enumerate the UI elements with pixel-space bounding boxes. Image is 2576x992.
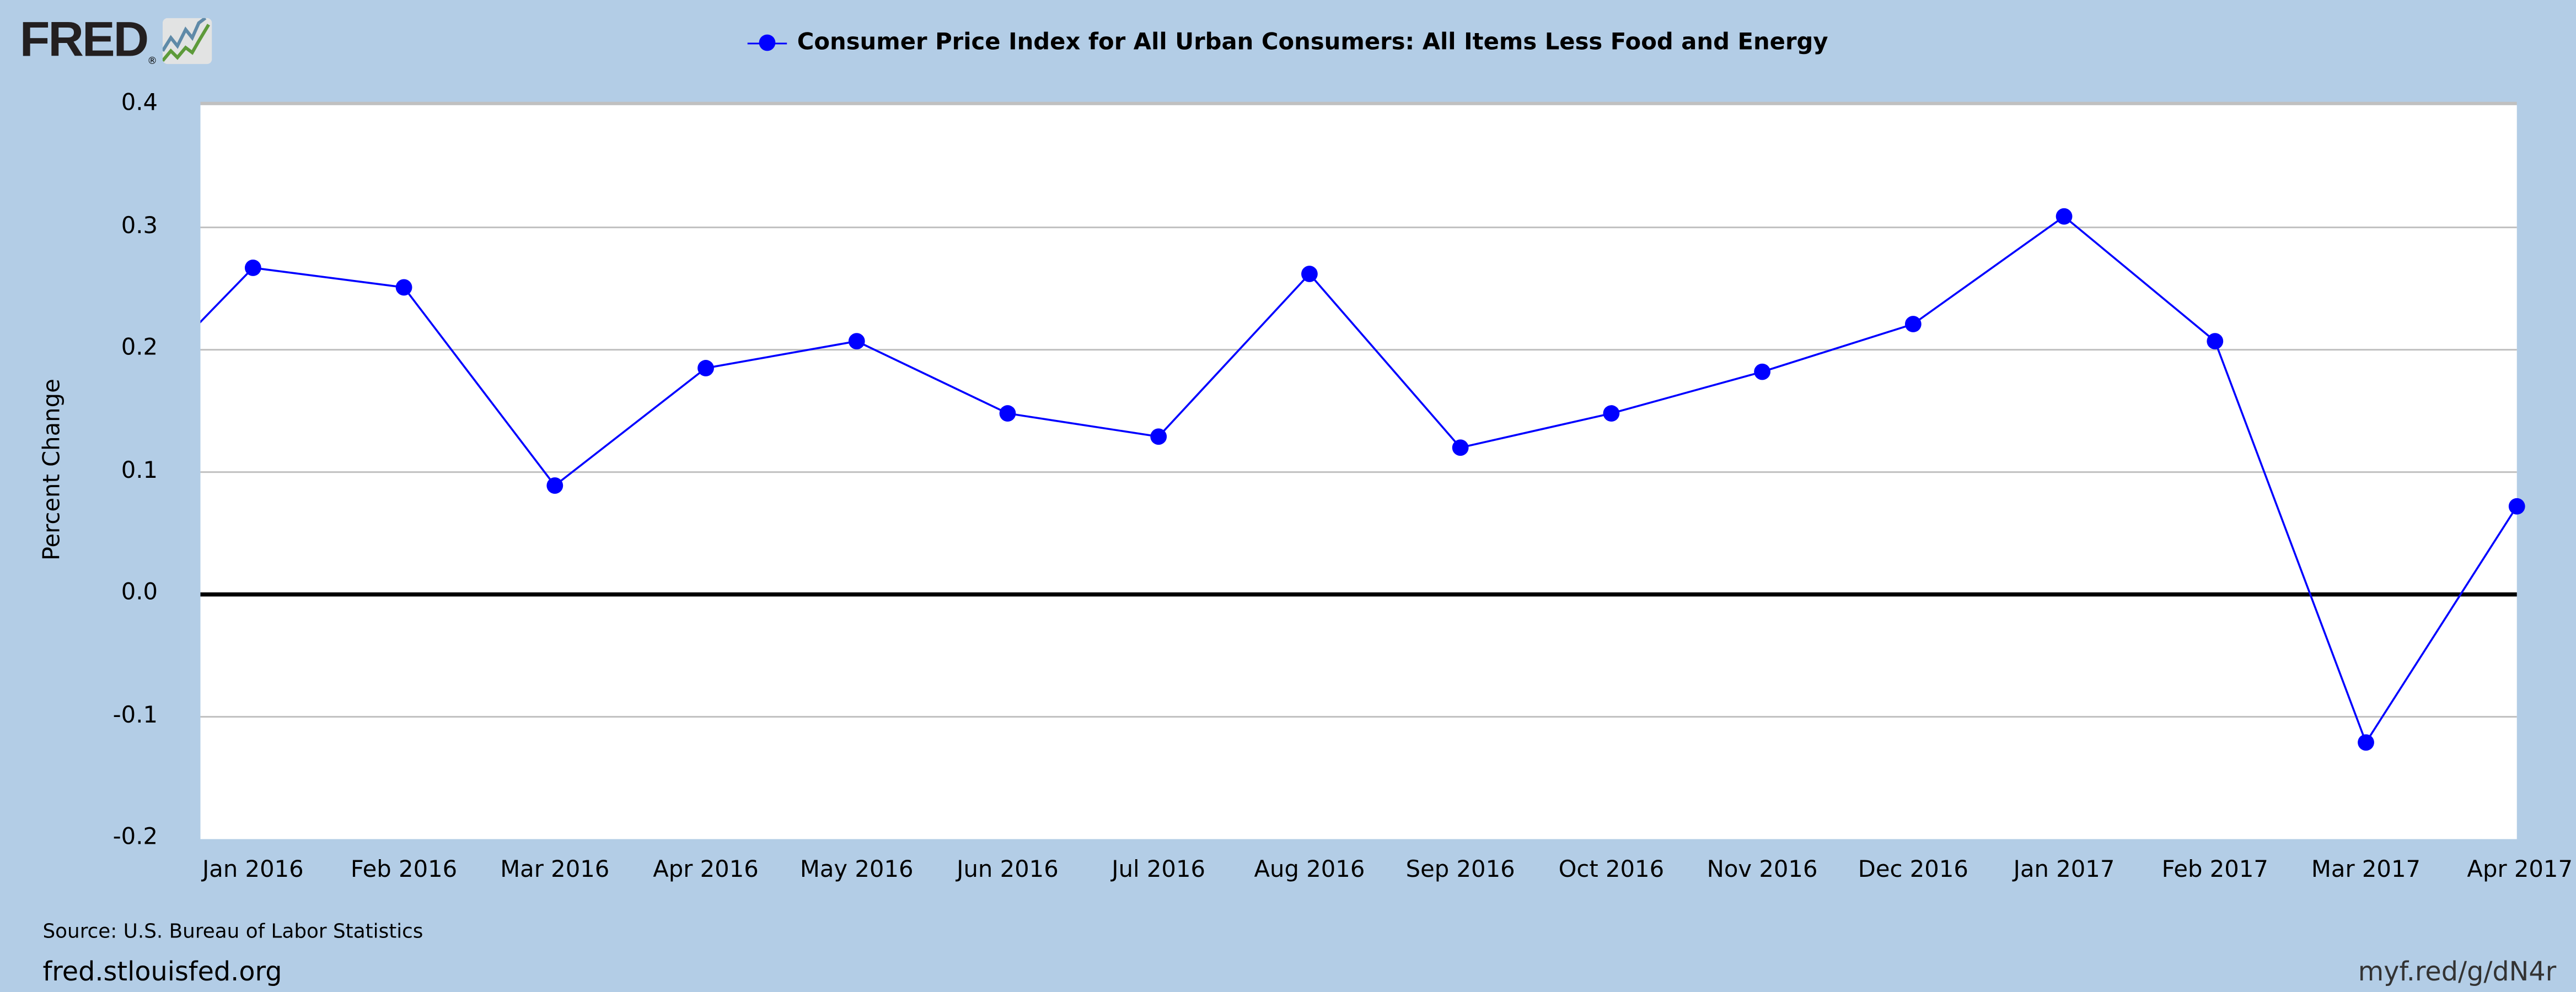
data-point-aug-2016	[1301, 266, 1318, 282]
y-tick-label: 0.0	[121, 579, 158, 606]
data-point-jul-2016	[1150, 428, 1167, 445]
fred-logo[interactable]: FRED ®	[19, 13, 212, 68]
y-tick-label: 0.3	[121, 212, 158, 239]
registered-mark: ®	[147, 56, 158, 68]
x-tick-label: Dec 2016	[1858, 857, 1968, 884]
x-tick-label: Apr 2016	[653, 857, 759, 884]
data-point-oct-2016	[1603, 405, 1620, 422]
chart-legend: Consumer Price Index for All Urban Consu…	[0, 30, 2576, 56]
data-point-apr-2016	[697, 360, 714, 376]
y-tick-label: -0.1	[112, 702, 158, 729]
y-tick-label: 0.2	[121, 335, 158, 362]
x-tick-label: Jan 2017	[2013, 857, 2115, 884]
fred-chart-icon	[162, 18, 212, 64]
x-tick-label: Apr 2017	[2467, 857, 2573, 884]
y-tick-label: 0.4	[121, 90, 158, 117]
x-tick-label: Jul 2016	[1112, 857, 1206, 884]
legend-series-marker	[748, 33, 787, 53]
site-link[interactable]: fred.stlouisfed.org	[42, 956, 282, 987]
data-point-nov-2016	[1754, 363, 1771, 380]
data-point-may-2016	[848, 333, 865, 350]
data-point-mar-2016	[546, 477, 564, 494]
short-link[interactable]: myf.red/g/dN4r	[2358, 956, 2557, 987]
x-tick-label: Feb 2017	[2161, 857, 2268, 884]
source-note: Source: U.S. Bureau of Labor Statistics	[42, 919, 423, 943]
x-tick-label: May 2016	[799, 857, 914, 884]
x-tick-label: Feb 2016	[350, 857, 458, 884]
x-tick-label: Nov 2016	[1706, 857, 1818, 884]
data-point-feb-2017	[2207, 333, 2224, 350]
x-tick-label: Sep 2016	[1405, 857, 1515, 884]
data-point-dec-2016	[1904, 316, 1922, 332]
y-tick-label: 0.1	[121, 457, 158, 484]
x-tick-label: Mar 2016	[500, 857, 610, 884]
data-point-sep-2016	[1452, 439, 1469, 456]
y-tick-label: -0.2	[112, 824, 158, 851]
x-tick-label: Jan 2016	[202, 857, 304, 884]
x-tick-label: Oct 2016	[1558, 857, 1665, 884]
data-point-jan-2017	[2056, 208, 2073, 225]
data-point-feb-2016	[395, 279, 412, 296]
legend-label: Consumer Price Index for All Urban Consu…	[797, 29, 1828, 56]
x-tick-label: Mar 2017	[2311, 857, 2421, 884]
data-point-jan-2016	[244, 260, 261, 276]
logo-text: FRED	[19, 13, 149, 68]
data-point-apr-2017	[2508, 498, 2525, 515]
data-point-mar-2017	[2358, 734, 2374, 751]
data-point-jun-2016	[999, 405, 1016, 422]
x-tick-label: Aug 2016	[1254, 857, 1365, 884]
x-tick-label: Jun 2016	[957, 857, 1059, 884]
